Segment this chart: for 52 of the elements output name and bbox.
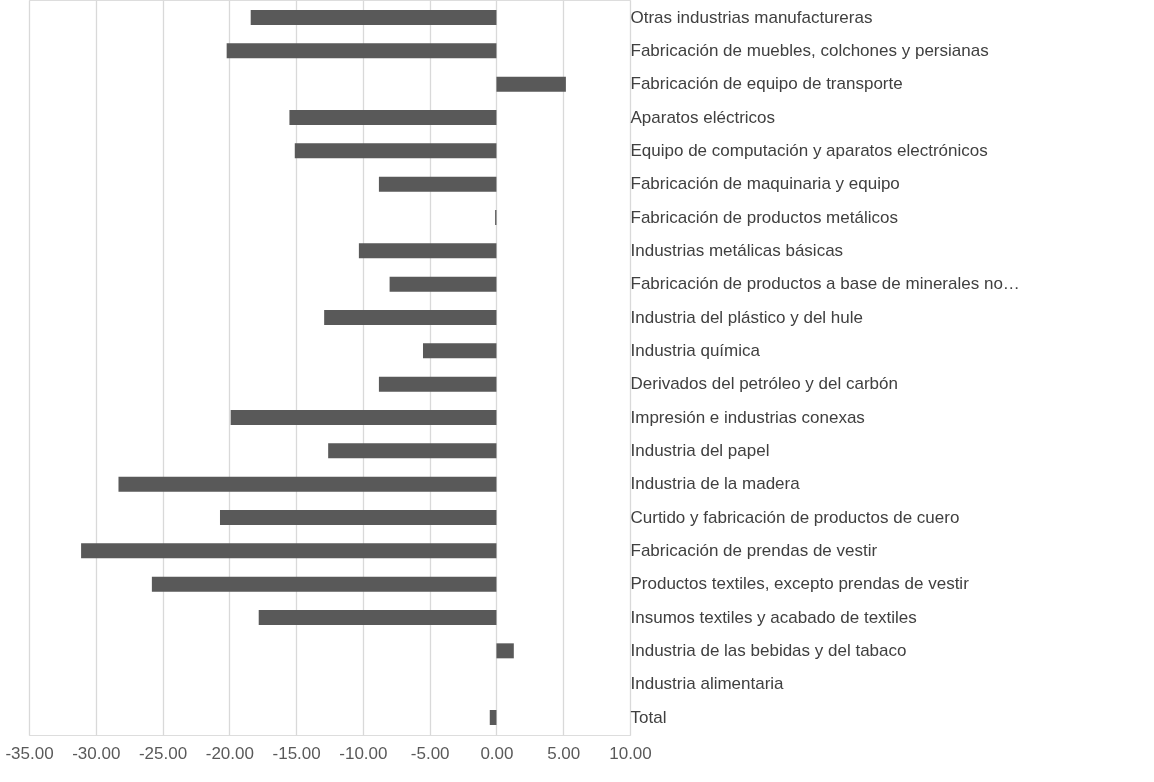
y-tick-label: Industria del plástico y del hule: [630, 307, 863, 327]
bar: [226, 43, 497, 59]
bar: [258, 610, 497, 625]
bar: [81, 543, 497, 559]
bar: [378, 376, 497, 392]
bar: [489, 710, 497, 725]
bar: [230, 410, 497, 425]
bar: [250, 10, 497, 25]
y-tick-label: Industria de las bebidas y del tabaco: [630, 640, 907, 660]
y-tick-label: Industria de la madera: [630, 474, 801, 494]
y-tick-label: Otras industrias manufactureras: [630, 7, 873, 27]
x-tick-label: -15.00: [272, 743, 321, 763]
x-tick-label: -30.00: [72, 743, 121, 763]
bar: [496, 76, 566, 92]
y-tick-label: Industria del papel: [630, 440, 770, 460]
x-tick-label: -25.00: [138, 743, 188, 763]
x-tick-label: -20.00: [205, 743, 254, 763]
y-tick-label: Industria alimentaria: [630, 674, 785, 694]
x-tick-label: -5.00: [410, 743, 450, 763]
y-tick-label: Industrias metálicas básicas: [630, 240, 844, 260]
bar: [389, 276, 497, 292]
y-tick-label: Impresión e industrias conexas: [630, 407, 865, 427]
y-tick-label: Equipo de computación y aparatos electrónicos: [630, 140, 988, 160]
bar: [358, 243, 497, 259]
y-tick-label: Fabricación de maquinaria y equipo: [630, 174, 900, 194]
bar: [289, 110, 497, 125]
y-tick-label: Insumos textiles y acabado de textiles: [630, 607, 917, 627]
bar: [294, 143, 497, 159]
y-tick-label: Derivados del petróleo y del carbón: [630, 374, 898, 394]
y-tick-label: Fabricación de productos metálicos: [630, 207, 898, 227]
bar: [219, 510, 497, 525]
y-tick-label: Productos textiles, excepto prendas de vestir: [630, 574, 970, 594]
y-tick-label: Total: [630, 707, 667, 727]
bar: [422, 343, 497, 359]
bar: [378, 176, 497, 192]
bar: [496, 643, 514, 659]
y-tick-label: Industria química: [630, 340, 761, 360]
y-tick-label: Fabricación de productos a base de minerales no…: [630, 274, 1020, 294]
bar: [151, 576, 497, 592]
bar: [324, 310, 497, 325]
x-tick-label: 5.00: [547, 743, 581, 763]
x-tick-label: -35.00: [5, 743, 54, 763]
y-tick-label: Curtido y fabricación de productos de cuero: [630, 507, 960, 527]
x-tick-label: 10.00: [609, 743, 652, 763]
bar: [118, 476, 497, 492]
x-tick-label: -10.00: [339, 743, 388, 763]
y-tick-label: Fabricación de muebles, colchones y persianas: [630, 40, 989, 60]
y-tick-label: Fabricación de equipo de transporte: [630, 74, 903, 94]
y-tick-label: Aparatos eléctricos: [630, 107, 776, 127]
bar: [328, 443, 497, 459]
y-tick-label: Fabricación de prendas de vestir: [630, 540, 878, 560]
x-tick-label: 0.00: [480, 743, 514, 763]
